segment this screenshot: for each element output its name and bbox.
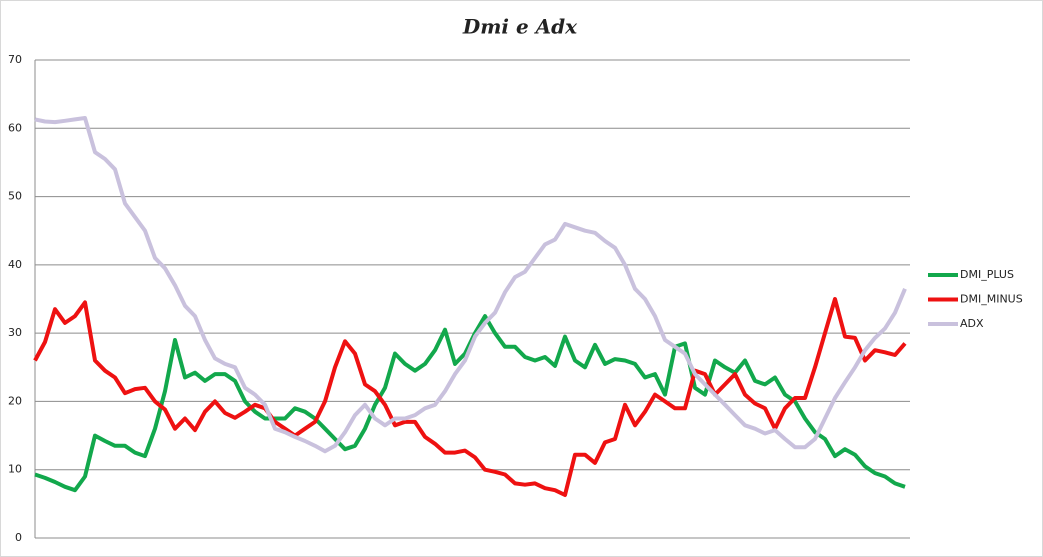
y-tick-label: 30	[8, 326, 22, 339]
y-tick-label: 10	[8, 463, 22, 476]
y-tick-label: 70	[8, 53, 22, 66]
y-tick-label: 50	[8, 190, 22, 203]
y-tick-label: 0	[15, 531, 22, 544]
series-line	[34, 116, 907, 454]
y-tick-label: 20	[8, 394, 22, 407]
y-tick-label: 40	[8, 258, 22, 271]
y-tick-label: 60	[8, 121, 22, 134]
legend-label: DMI_MINUS	[960, 293, 1023, 306]
series-line	[34, 314, 906, 493]
chart-title: Dmi e Adx	[462, 15, 578, 39]
series-line	[33, 297, 907, 497]
legend-label: DMI_PLUS	[960, 268, 1014, 281]
legend-label: ADX	[960, 317, 984, 330]
